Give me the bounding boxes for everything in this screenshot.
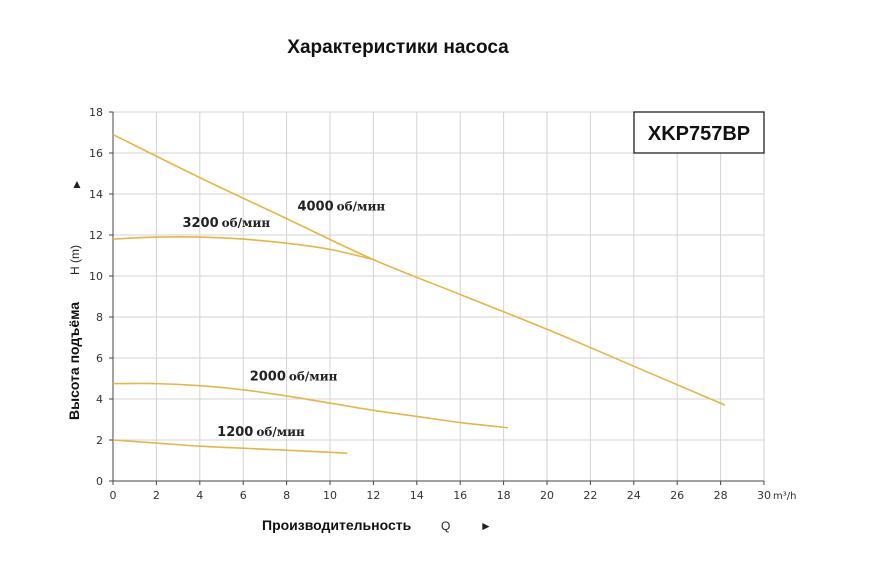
x-tick-label: 6 [240,489,247,502]
x-tick-label: 24 [627,489,641,502]
x-tick-label: 20 [540,489,554,502]
y-tick-label: 18 [89,106,103,119]
series-label-4000: 4000 об/мин [297,199,385,214]
x-tick-label: 16 [453,489,467,502]
y-axis-label: Высота подъёма [66,302,82,420]
series-line-3200 [112,235,374,261]
x-axis-symbol: Q [441,519,450,533]
series-label-3200: 3200 об/мин [182,216,270,231]
x-tick-label: 26 [670,489,684,502]
model-box [633,111,765,154]
model-label: XKP757BP [648,123,750,145]
y-tick-label: 12 [89,229,103,242]
y-tick-label: 2 [96,434,103,447]
y-axis-title: Высота подъёма H (m) ▲ [66,177,83,420]
x-tick-label: 28 [714,489,728,502]
x-tick-label: 2 [153,489,160,502]
axes [109,111,765,485]
chart-title: Характеристики насоса [287,37,509,58]
series-label-1200: 1200 об/мин [217,425,305,440]
x-tick-label: 30 [757,489,771,502]
x-tick-label: 18 [497,489,511,502]
y-tick-label: 8 [96,311,103,324]
y-tick-label: 6 [96,352,103,365]
y-tick-label: 10 [89,270,103,283]
x-tick-label: 4 [196,489,203,502]
x-tick-label: 10 [323,489,337,502]
series-line-2000 [112,382,509,429]
grid [113,111,765,481]
y-tick-label: 14 [89,188,103,201]
y-tick-label: 0 [96,475,103,488]
series-lines [112,133,726,455]
y-tick-labels: 0 2 4 6 8 10 12 14 16 18 [89,106,103,488]
series-line-1200 [112,439,348,455]
x-tick-label: 0 [110,489,117,502]
series-line-4000 [112,133,726,406]
y-axis-arrow: ▲ [71,177,83,191]
x-axis-arrow: ► [480,519,492,533]
x-tick-label: 14 [410,489,424,502]
y-tick-label: 16 [89,147,103,160]
y-tick-label: 4 [96,393,103,406]
y-axis-symbol: H (m) [68,245,82,275]
series-labels: 4000 об/мин 3200 об/мин 2000 об/мин 1200 об/мин [182,199,385,440]
x-tick-labels: 0 2 4 6 8 10 12 14 16 18 20 22 24 26 28 30 [110,489,772,502]
x-tick-label: 12 [366,489,380,502]
x-tick-label: 22 [583,489,597,502]
series-label-2000: 2000 об/мин [250,370,338,385]
x-tick-label: 8 [283,489,290,502]
x-unit-label: m³/h [773,491,796,502]
x-axis-label: Производительность [262,517,412,533]
